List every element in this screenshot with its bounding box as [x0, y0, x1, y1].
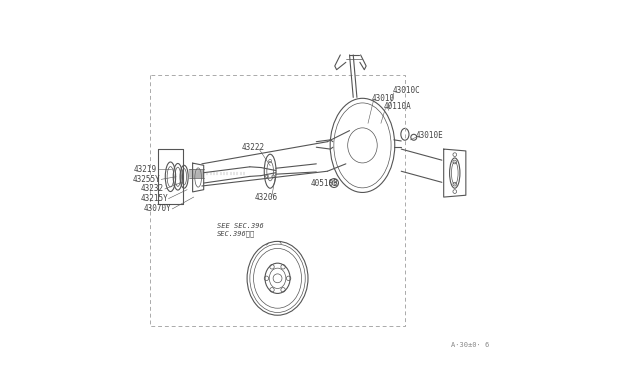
Text: 43010C: 43010C — [393, 86, 421, 95]
Text: 43255Y: 43255Y — [132, 175, 161, 184]
Text: 43215Y: 43215Y — [140, 194, 168, 203]
Text: SEC.396参照: SEC.396参照 — [216, 231, 255, 237]
Text: 43010E: 43010E — [415, 131, 443, 140]
Text: 40510B: 40510B — [311, 179, 339, 187]
Text: 43010: 43010 — [372, 94, 395, 103]
Text: 43070Y: 43070Y — [144, 204, 172, 214]
Text: A·30±0· 6: A·30±0· 6 — [451, 342, 490, 348]
Text: 43222: 43222 — [242, 143, 265, 152]
Text: 43219: 43219 — [134, 165, 157, 174]
Text: 43206: 43206 — [255, 193, 278, 202]
Text: 43232: 43232 — [141, 185, 164, 193]
Text: SEE SEC.396: SEE SEC.396 — [216, 223, 264, 229]
Text: 40110A: 40110A — [383, 102, 412, 111]
